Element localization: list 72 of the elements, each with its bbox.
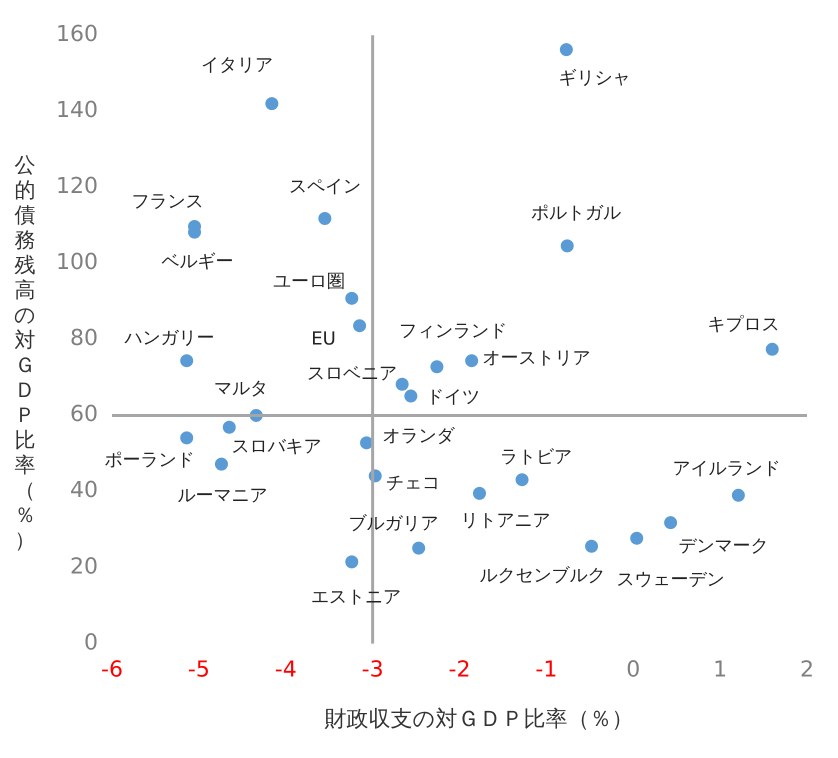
point bbox=[180, 431, 194, 444]
point bbox=[430, 360, 444, 374]
annotation: フランス bbox=[132, 191, 204, 212]
annotation: オーストリア bbox=[482, 347, 591, 368]
annotation: ハンガリー bbox=[124, 327, 215, 348]
point bbox=[516, 473, 529, 486]
annotation: エストニア bbox=[310, 586, 401, 608]
y-tick-label: 20 bbox=[70, 554, 98, 580]
annotation: オランダ bbox=[382, 426, 456, 446]
x-tick-label: -1 bbox=[535, 658, 558, 683]
x-tick-label: 0 bbox=[626, 658, 640, 683]
y-tick-label: 100 bbox=[56, 250, 98, 276]
point bbox=[318, 212, 332, 225]
point bbox=[412, 542, 426, 555]
annotation: スペイン bbox=[288, 176, 361, 198]
annotation: ギリシャ bbox=[558, 67, 630, 88]
annotation: ラトビア bbox=[500, 446, 572, 468]
annotation: スロベニア bbox=[307, 362, 398, 384]
annotation: チェコ bbox=[386, 472, 440, 494]
point bbox=[222, 420, 236, 434]
annotation: EU bbox=[311, 328, 336, 350]
annotation: ポーランド bbox=[104, 450, 195, 471]
x-tick-label: 2 bbox=[800, 658, 814, 683]
x-tick-label: 1 bbox=[713, 658, 728, 683]
annotation: ポルトガル bbox=[531, 202, 622, 224]
x-tick-label: -3 bbox=[362, 658, 384, 683]
y-tick-label: 60 bbox=[70, 402, 98, 428]
point bbox=[664, 516, 678, 530]
point bbox=[560, 43, 573, 56]
point bbox=[353, 319, 366, 332]
point bbox=[630, 532, 644, 545]
annotation: キプロス bbox=[707, 314, 780, 335]
point bbox=[585, 540, 598, 553]
point bbox=[396, 378, 409, 391]
point bbox=[345, 292, 358, 305]
point bbox=[345, 555, 358, 568]
annotation: リトアニア bbox=[460, 510, 550, 532]
point bbox=[465, 354, 478, 368]
annotation: デンマーク bbox=[678, 535, 769, 556]
x-tick-label: -6 bbox=[101, 658, 123, 683]
x-tick-label: -4 bbox=[274, 658, 297, 683]
point bbox=[560, 239, 574, 252]
annotation: マルタ bbox=[214, 378, 268, 400]
point bbox=[265, 97, 278, 110]
x-tick-label: -2 bbox=[448, 658, 470, 683]
annotation: ドイツ bbox=[426, 386, 480, 408]
annotation: ブルガリア bbox=[348, 512, 439, 534]
annotation: ルクセンブルク bbox=[480, 564, 606, 586]
point bbox=[404, 390, 418, 403]
annotation: イタリア bbox=[200, 54, 273, 76]
annotation: ユーロ圏 bbox=[272, 271, 345, 292]
text: 公的債務残高の対ＧＤＰ比率（％） bbox=[14, 153, 36, 552]
annotation: ベルギー bbox=[162, 250, 234, 272]
annotation: ルーマニア bbox=[177, 484, 268, 506]
point bbox=[732, 488, 745, 502]
point bbox=[214, 458, 228, 471]
y-tick-label: 160 bbox=[56, 22, 98, 47]
y-tick-label: 40 bbox=[70, 478, 98, 504]
point bbox=[180, 354, 194, 368]
annotation: スロバキア bbox=[231, 436, 322, 457]
y-tick-label: 80 bbox=[70, 326, 98, 352]
point bbox=[360, 436, 374, 450]
x-tick-label: -5 bbox=[188, 658, 210, 683]
annotation: フィンランド bbox=[398, 320, 507, 342]
annotation: スウェーデン bbox=[616, 568, 725, 590]
y-tick-label: 120 bbox=[56, 174, 98, 200]
annotation: アイルランド bbox=[672, 458, 780, 479]
x-axis-title: 財政収支の対ＧＤＰ比率（％） bbox=[324, 706, 634, 734]
point bbox=[472, 486, 486, 500]
y-tick-label: 0 bbox=[84, 630, 98, 656]
y-tick-label: 140 bbox=[56, 98, 98, 123]
point bbox=[766, 342, 779, 356]
